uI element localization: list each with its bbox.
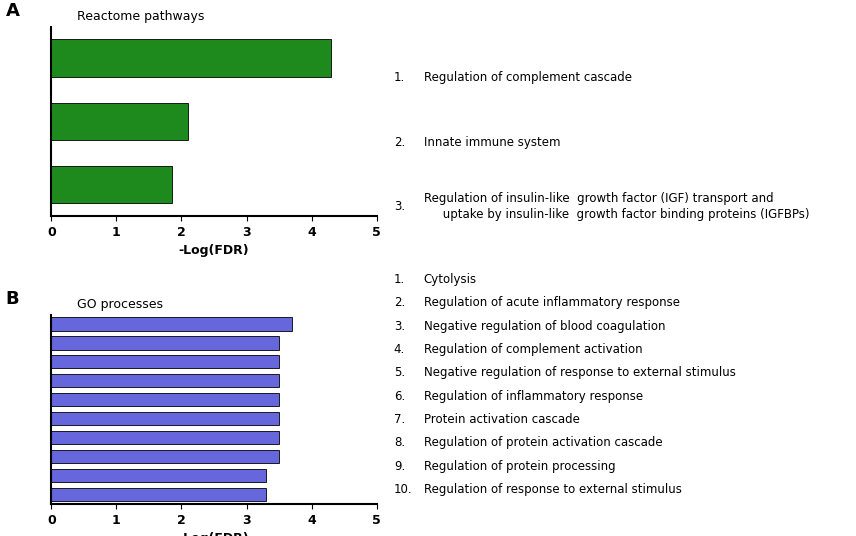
Text: 3.: 3. — [394, 320, 405, 333]
Text: 1.: 1. — [394, 71, 405, 84]
Text: 3.: 3. — [394, 200, 405, 213]
Bar — [51, 166, 172, 204]
Bar — [51, 336, 279, 349]
Text: 2.: 2. — [394, 136, 405, 148]
Text: Regulation of complement cascade: Regulation of complement cascade — [424, 71, 632, 84]
Text: Innate immune system: Innate immune system — [424, 136, 560, 148]
Bar — [51, 469, 266, 482]
X-axis label: -Log(FDR): -Log(FDR) — [179, 244, 249, 257]
Text: Regulation of acute inflammatory response: Regulation of acute inflammatory respons… — [424, 296, 680, 309]
Text: 6.: 6. — [394, 390, 405, 403]
Text: Regulation of inflammatory response: Regulation of inflammatory response — [424, 390, 643, 403]
Text: B: B — [6, 290, 20, 308]
Text: 10.: 10. — [394, 483, 413, 496]
Text: 7.: 7. — [394, 413, 405, 426]
Text: 2.: 2. — [394, 296, 405, 309]
Text: Protein activation cascade: Protein activation cascade — [424, 413, 580, 426]
Text: 8.: 8. — [394, 436, 405, 449]
Bar — [51, 374, 279, 388]
Text: Reactome pathways: Reactome pathways — [77, 10, 205, 23]
Text: 5.: 5. — [394, 367, 405, 379]
Text: 4.: 4. — [394, 343, 405, 356]
Bar — [51, 317, 292, 331]
Text: Regulation of protein activation cascade: Regulation of protein activation cascade — [424, 436, 663, 449]
Bar — [51, 431, 279, 444]
Text: 9.: 9. — [394, 460, 405, 473]
Bar — [51, 355, 279, 368]
Bar — [51, 488, 266, 501]
Text: GO processes: GO processes — [77, 297, 163, 310]
Text: Regulation of protein processing: Regulation of protein processing — [424, 460, 615, 473]
Bar — [51, 102, 188, 140]
Text: Regulation of response to external stimulus: Regulation of response to external stimu… — [424, 483, 681, 496]
Text: 1.: 1. — [394, 273, 405, 286]
Text: Cytolysis: Cytolysis — [424, 273, 477, 286]
Text: Negative regulation of response to external stimulus: Negative regulation of response to exter… — [424, 367, 735, 379]
Bar — [51, 393, 279, 406]
X-axis label: -Log(FDR): -Log(FDR) — [179, 532, 249, 536]
Text: Regulation of insulin-like  growth factor (IGF) transport and
     uptake by ins: Regulation of insulin-like growth factor… — [424, 191, 809, 221]
Text: Negative regulation of blood coagulation: Negative regulation of blood coagulation — [424, 320, 665, 333]
Text: Regulation of complement activation: Regulation of complement activation — [424, 343, 642, 356]
Bar — [51, 450, 279, 463]
Bar — [51, 40, 331, 77]
Bar — [51, 412, 279, 425]
Text: A: A — [6, 2, 20, 20]
